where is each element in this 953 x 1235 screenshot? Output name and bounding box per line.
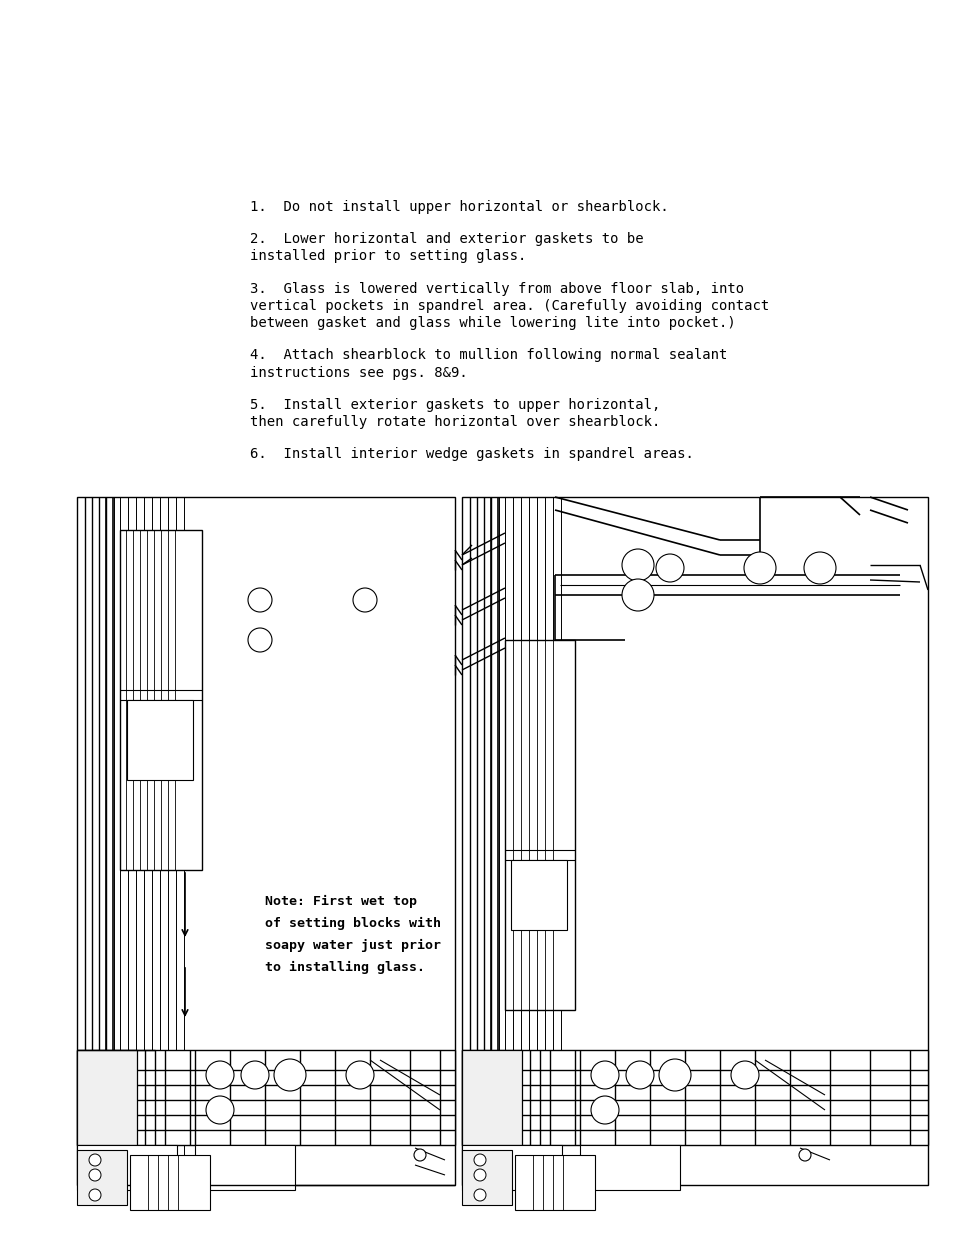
Bar [130,1155,210,1210]
Circle shape [346,1061,374,1089]
Bar [461,1145,561,1191]
Bar [504,640,575,1010]
Circle shape [248,588,272,613]
Text: 6.  Install interior wedge gaskets in spandrel areas.: 6. Install interior wedge gaskets in spa… [250,447,693,461]
Bar [77,1150,127,1205]
Circle shape [803,552,835,584]
Circle shape [248,629,272,652]
Circle shape [474,1153,485,1166]
Text: to installing glass.: to installing glass. [265,961,424,974]
Circle shape [659,1058,690,1091]
Circle shape [474,1189,485,1200]
Bar [120,530,202,869]
Circle shape [241,1061,269,1089]
Text: 4.  Attach shearblock to mullion following normal sealant: 4. Attach shearblock to mullion followin… [250,348,726,362]
Bar [511,860,566,930]
Bar [77,496,455,1186]
Circle shape [743,552,775,584]
Bar [461,1050,927,1145]
Circle shape [89,1170,101,1181]
Text: 1.  Do not install upper horizontal or shearblock.: 1. Do not install upper horizontal or sh… [250,200,668,214]
Text: 2.  Lower horizontal and exterior gaskets to be: 2. Lower horizontal and exterior gaskets… [250,232,643,246]
Circle shape [590,1061,618,1089]
Text: vertical pockets in spandrel area. (Carefully avoiding contact: vertical pockets in spandrel area. (Care… [250,299,768,312]
Bar [461,1150,512,1205]
Bar [194,1145,294,1191]
Bar [77,1050,137,1145]
Circle shape [621,579,654,611]
Circle shape [89,1189,101,1200]
Text: installed prior to setting glass.: installed prior to setting glass. [250,249,526,263]
Bar [77,1145,177,1191]
Circle shape [414,1149,426,1161]
Text: 5.  Install exterior gaskets to upper horizontal,: 5. Install exterior gaskets to upper hor… [250,398,659,411]
Bar [461,1050,521,1145]
Circle shape [730,1061,759,1089]
Text: between gasket and glass while lowering lite into pocket.): between gasket and glass while lowering … [250,316,735,330]
Text: soapy water just prior: soapy water just prior [265,939,440,952]
Circle shape [590,1095,618,1124]
Circle shape [274,1058,306,1091]
Text: instructions see pgs. 8&9.: instructions see pgs. 8&9. [250,366,467,379]
Bar [579,1145,679,1191]
Circle shape [621,550,654,580]
Circle shape [799,1149,810,1161]
Circle shape [474,1170,485,1181]
Text: of setting blocks with: of setting blocks with [265,918,440,930]
Circle shape [89,1153,101,1166]
Bar [461,496,927,1186]
Circle shape [625,1061,654,1089]
Text: then carefully rotate horizontal over shearblock.: then carefully rotate horizontal over sh… [250,415,659,429]
Circle shape [656,555,683,582]
Circle shape [206,1095,233,1124]
Bar [515,1155,595,1210]
Circle shape [353,588,376,613]
Circle shape [206,1061,233,1089]
Bar [127,700,193,781]
Text: Note: First wet top: Note: First wet top [265,895,416,908]
Bar [77,1050,455,1145]
Text: 3.  Glass is lowered vertically from above floor slab, into: 3. Glass is lowered vertically from abov… [250,282,743,295]
